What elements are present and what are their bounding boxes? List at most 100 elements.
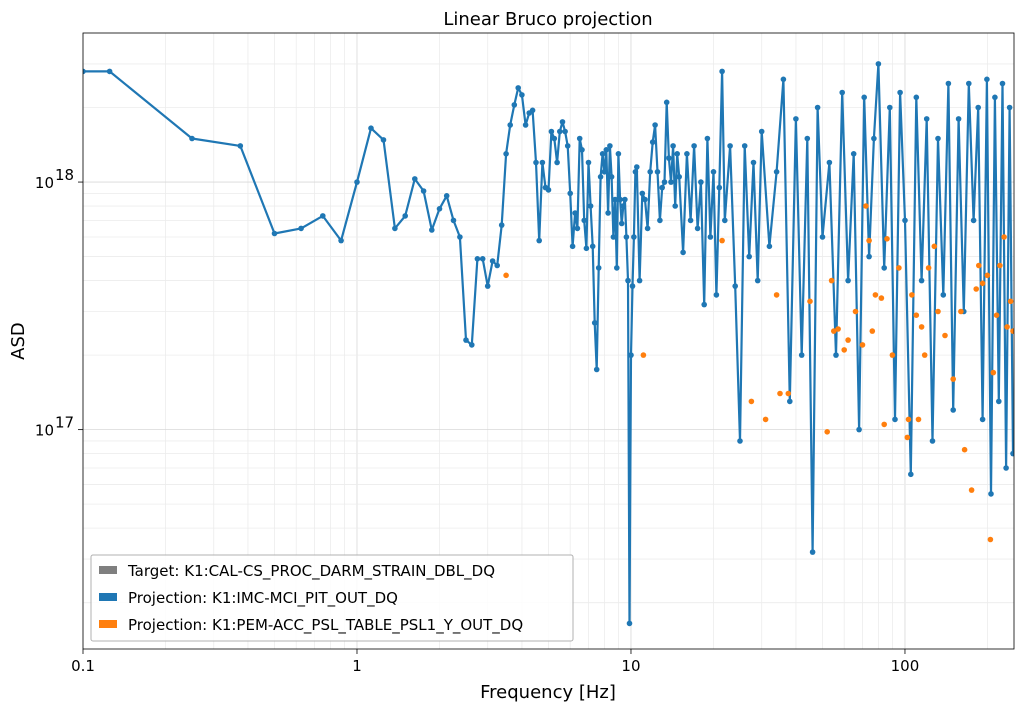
data-point — [632, 169, 639, 175]
data-point — [498, 222, 505, 228]
data-point — [719, 68, 725, 75]
data-point — [654, 169, 661, 175]
data-point — [639, 190, 646, 197]
series-layer — [83, 61, 1014, 627]
data-point — [597, 174, 604, 180]
data-point — [824, 429, 830, 435]
data-point — [659, 184, 665, 191]
data-point — [593, 366, 600, 373]
data-point — [935, 135, 941, 142]
data-point — [999, 80, 1006, 87]
legend-swatch-pem — [99, 620, 117, 628]
data-point — [833, 352, 839, 358]
data-point — [973, 286, 979, 292]
data-point — [719, 237, 725, 244]
data-point — [450, 217, 457, 224]
data-point — [608, 174, 615, 180]
data-point — [489, 258, 496, 264]
data-point — [625, 277, 631, 284]
data-point — [559, 119, 566, 125]
data-point — [861, 94, 867, 101]
data-point — [564, 143, 571, 149]
data-point — [732, 283, 738, 289]
data-point — [869, 328, 876, 334]
data-point — [623, 234, 630, 240]
data-point — [988, 491, 994, 497]
data-point — [539, 159, 546, 166]
data-point — [909, 292, 915, 298]
data-point — [921, 352, 928, 358]
data-point — [522, 122, 529, 128]
data-point — [798, 352, 805, 358]
data-point — [727, 143, 733, 149]
data-point — [845, 337, 851, 343]
data-point — [622, 196, 628, 203]
data-point — [961, 446, 968, 453]
data-point — [908, 471, 914, 478]
data-point — [595, 265, 602, 271]
data-point — [710, 169, 717, 175]
data-point — [814, 104, 821, 111]
legend: Target: K1:CAL-CS_PROC_DARM_STRAIN_DBL_D… — [90, 554, 574, 642]
data-point — [902, 217, 908, 224]
data-point — [884, 236, 890, 242]
data-point — [758, 128, 765, 135]
data-point — [1010, 450, 1014, 457]
plot-frame — [82, 32, 1015, 650]
data-point — [990, 369, 997, 376]
data-point — [607, 143, 613, 149]
data-point — [741, 143, 748, 149]
data-point — [603, 147, 610, 153]
data-point — [583, 245, 590, 252]
data-point — [955, 116, 962, 122]
data-point — [970, 217, 977, 224]
data-point — [828, 277, 835, 284]
data-point — [809, 549, 816, 555]
data-point — [529, 107, 536, 114]
data-point — [929, 438, 936, 444]
data-point — [237, 143, 244, 149]
data-point — [892, 416, 898, 423]
data-point — [889, 352, 896, 358]
data-point — [966, 80, 972, 87]
data-point — [968, 487, 975, 493]
data-point — [905, 416, 912, 423]
data-point — [831, 328, 837, 334]
data-point — [628, 352, 634, 358]
data-point — [640, 352, 647, 358]
data-point — [687, 217, 694, 224]
data-point — [845, 277, 851, 284]
data-point — [940, 292, 947, 298]
data-point — [515, 85, 521, 91]
data-point — [713, 292, 720, 298]
data-point — [707, 234, 714, 240]
data-point — [942, 332, 948, 339]
data-point — [691, 143, 697, 149]
data-point — [984, 272, 991, 279]
data-point — [925, 265, 932, 271]
data-point — [402, 213, 409, 219]
data-point — [615, 151, 622, 157]
data-point — [572, 210, 578, 216]
data-point — [992, 94, 998, 101]
data-point — [557, 128, 563, 135]
data-point — [958, 308, 964, 315]
data-point — [548, 128, 555, 135]
data-point — [793, 116, 799, 122]
legend-label-imc: Projection: K1:IMC-MCI_PIT_OUT_DQ — [128, 589, 398, 608]
data-point — [436, 206, 443, 212]
data-point — [850, 151, 857, 157]
data-point — [871, 135, 877, 142]
data-point — [780, 76, 787, 83]
data-point — [1007, 298, 1014, 305]
data-point — [979, 280, 986, 287]
data-point — [826, 159, 833, 166]
data-point — [626, 620, 633, 627]
data-point — [975, 104, 981, 111]
x-tick-label: 10 — [621, 657, 640, 675]
data-point — [585, 159, 592, 166]
data-point — [913, 312, 920, 319]
data-point — [298, 225, 304, 232]
data-point — [620, 203, 627, 209]
x-tick-label: 100 — [891, 657, 920, 675]
